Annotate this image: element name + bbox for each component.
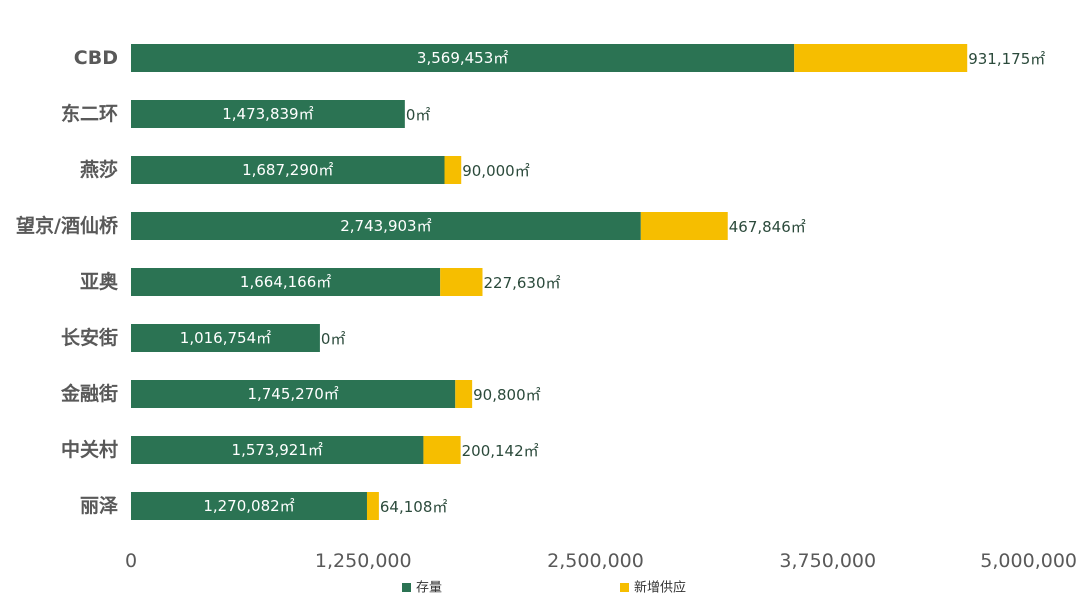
legend: 存量 新增供应 — [402, 580, 686, 596]
category-label: 望京/酒仙桥 — [16, 214, 119, 237]
data-label-stock: 1,687,290㎡ — [242, 161, 333, 179]
data-label-new-supply: 467,846㎡ — [729, 218, 806, 236]
bar-stock — [131, 268, 441, 296]
data-label-stock: 1,270,082㎡ — [203, 497, 294, 515]
data-label-stock: 1,016,754㎡ — [180, 329, 271, 347]
bar-new-supply — [455, 380, 473, 408]
category-label: 燕莎 — [80, 158, 118, 181]
x-tick-label: 3,750,000 — [779, 550, 876, 572]
bar-stock — [131, 324, 320, 352]
data-label-new-supply: 90,800㎡ — [473, 386, 541, 404]
value-labels: 3,569,453㎡ 931,175㎡ 1,473,839㎡ 0㎡ 1,687,290㎡… — [180, 49, 1045, 516]
x-tick-label: 1,250,000 — [315, 550, 412, 572]
data-label-new-supply: 931,175㎡ — [968, 50, 1045, 68]
legend-label: 存量 — [416, 581, 442, 596]
data-label-stock: 1,745,270㎡ — [247, 385, 338, 403]
bar-stock — [131, 380, 456, 408]
bar-new-supply — [366, 492, 379, 520]
data-label-new-supply: 90,000㎡ — [462, 162, 529, 180]
category-label: 亚奥 — [80, 270, 119, 293]
bar-new-supply — [440, 268, 483, 296]
category-label: 丽泽 — [80, 495, 118, 517]
bars-layer — [131, 44, 968, 520]
x-tick-label: 5,000,000 — [980, 550, 1077, 572]
data-label-new-supply: 64,108㎡ — [380, 498, 448, 516]
category-label: CBD — [74, 47, 118, 69]
data-label-stock: 1,573,921㎡ — [232, 441, 323, 459]
legend-swatch — [620, 583, 629, 592]
x-tick-label: 2,500,000 — [547, 550, 644, 572]
bar-new-supply — [640, 212, 728, 240]
bar-stock — [131, 156, 445, 184]
data-label-stock: 1,473,839㎡ — [222, 105, 313, 123]
x-tick-label: 0 — [125, 550, 137, 572]
category-label: 东二环 — [61, 102, 118, 125]
bar-stock — [131, 44, 795, 72]
x-axis: 0 1,250,000 2,500,000 3,750,000 5,000,000 — [125, 550, 1077, 572]
data-label-stock: 3,569,453㎡ — [417, 49, 508, 67]
bar-stock — [131, 436, 424, 464]
bar-stock — [131, 492, 367, 520]
data-label-new-supply: 227,630㎡ — [483, 274, 560, 292]
data-label-stock: 2,743,903㎡ — [340, 217, 431, 235]
legend-swatch — [402, 583, 411, 592]
data-label-new-supply: 200,142㎡ — [462, 442, 539, 460]
category-label: 金融街 — [60, 382, 118, 405]
bar-new-supply — [423, 436, 461, 464]
data-label-stock: 1,664,166㎡ — [240, 273, 331, 291]
legend-label: 新增供应 — [634, 580, 686, 596]
category-label: 长安街 — [61, 326, 118, 349]
data-label-new-supply: 0㎡ — [321, 330, 346, 348]
data-label-new-supply: 0㎡ — [406, 106, 431, 124]
bar-stock — [131, 212, 641, 240]
bar-new-supply — [444, 156, 462, 184]
category-label: 中关村 — [61, 438, 118, 461]
bar-stock — [131, 100, 405, 128]
bar-new-supply — [794, 44, 968, 72]
